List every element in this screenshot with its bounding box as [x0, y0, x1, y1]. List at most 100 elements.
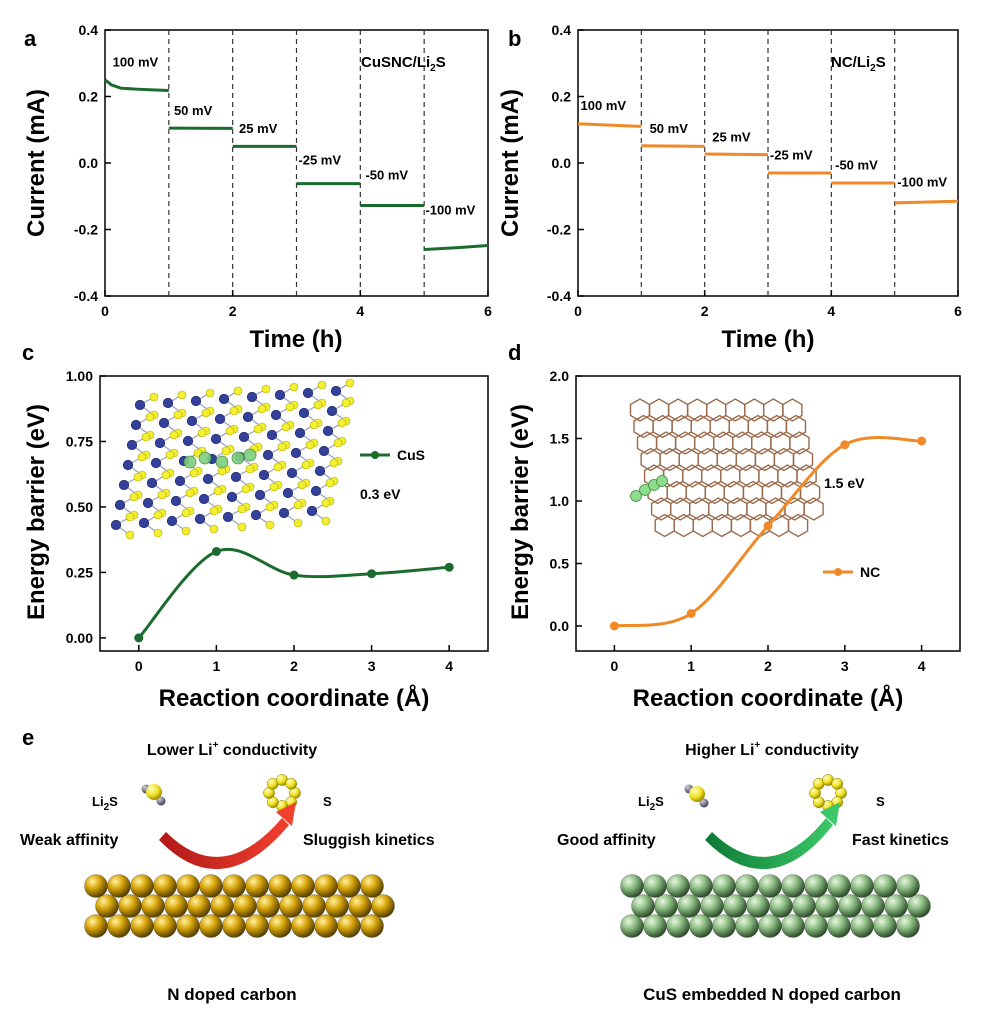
- y-axis-label-d: Energy barrier (eV): [507, 404, 534, 620]
- right-title: Higher Li+ conductivity: [685, 740, 859, 759]
- panel-label-c: c: [22, 340, 34, 365]
- nc-structure-inset: [629, 398, 824, 538]
- x-axis-label-b: Time (h): [722, 326, 815, 353]
- d-xtick-label: 0: [611, 658, 619, 674]
- d-ytick-label: 2.0: [550, 368, 570, 384]
- c-data-point: [211, 546, 221, 556]
- a-xtick-label: 4: [356, 303, 364, 319]
- schematic-right: Higher Li+ conductivity Li2S S Good affi…: [557, 740, 949, 1004]
- right-s-label: S: [876, 794, 885, 809]
- right-caption: CuS embedded N doped carbon: [643, 985, 901, 1004]
- c-xtick-label: 1: [213, 658, 221, 674]
- b-xtick-label: 4: [827, 303, 835, 319]
- b-segment-label: 100 mV: [581, 98, 627, 113]
- c-ytick-label: 1.00: [66, 368, 93, 384]
- d-ytick-label: 1.0: [550, 493, 570, 509]
- panel-label-b: b: [508, 26, 521, 51]
- left-affinity-text: Weak affinity: [20, 832, 119, 849]
- panel-label-a: a: [24, 26, 37, 51]
- chart-title-b: NC/Li2S: [831, 54, 886, 74]
- a-segment-label: -50 mV: [365, 168, 408, 183]
- c-xtick-label: 0: [135, 658, 143, 674]
- d-ytick-label: 1.5: [550, 431, 570, 447]
- d-ytick-label: 0.5: [550, 556, 570, 572]
- d-data-point: [686, 609, 696, 618]
- a-xtick-label: 2: [229, 303, 237, 319]
- legend-marker-nc: [834, 568, 842, 576]
- right-s8-ring-icon: [809, 774, 847, 812]
- x-axis-label-a: Time (h): [250, 326, 343, 353]
- chart-title-a: CuSNC/Li2S: [361, 54, 446, 74]
- a-xtick-label: 0: [101, 303, 109, 319]
- y-axis-label-c: Energy barrier (eV): [23, 404, 50, 620]
- legend-label-nc: NC: [860, 564, 880, 580]
- c-ytick-label: 0.00: [66, 630, 93, 646]
- a-segment-label: 100 mV: [113, 55, 159, 70]
- b-segment-label: -50 mV: [835, 158, 878, 173]
- x-axis-label-d: Reaction coordinate (Å): [633, 684, 904, 712]
- d-ytick-label: 0.0: [550, 618, 570, 634]
- right-green-arrow-icon: [705, 802, 840, 870]
- a-segment-label: -100 mV: [425, 203, 475, 218]
- legend-d: NC: [823, 564, 880, 580]
- chart-d: 0 1 2 3 4 0.0 0.5 1.0 1.5 2.0 NC 1.5 eV Reaction …: [507, 368, 961, 712]
- b-xtick-label: 2: [701, 303, 709, 319]
- c-ytick-label: 0.75: [66, 433, 93, 449]
- legend-marker-cus: [371, 451, 379, 459]
- chart-c: 0 1 2 3 4 0.00 0.25 0.50 0.75 1.00 CuS 0.3 eV Rea…: [23, 368, 489, 712]
- a-ytick-label: -0.4: [74, 288, 98, 304]
- schematic-left: Lower Li+ conductivity Li2S S Weak affin…: [20, 740, 435, 1004]
- annotation-d: 1.5 eV: [824, 475, 865, 491]
- b-segment-1: [641, 144, 705, 148]
- b-ytick-label: 0.0: [552, 155, 572, 171]
- right-affinity-text: Good affinity: [557, 832, 656, 849]
- c-xtick-label: 3: [368, 658, 376, 674]
- legend-label-cus: CuS: [397, 447, 425, 463]
- b-segment-label: 50 mV: [650, 121, 689, 136]
- left-kinetics-text: Sluggish kinetics: [303, 832, 435, 849]
- annotation-c: 0.3 eV: [360, 486, 401, 502]
- c-data-point: [444, 562, 454, 572]
- left-li2s-label: Li2S: [92, 794, 118, 813]
- legend-c: CuS: [360, 447, 425, 463]
- c-data-point: [289, 570, 299, 580]
- b-xtick-label: 6: [954, 303, 962, 319]
- right-li2s-molecule-icon: [684, 784, 709, 808]
- x-axis-label-c: Reaction coordinate (Å): [159, 684, 430, 712]
- d-xtick-label: 1: [687, 658, 695, 674]
- d-data-point: [763, 521, 773, 531]
- y-axis-label-a: Current (mA): [23, 89, 50, 237]
- b-ytick-label: 0.2: [552, 89, 572, 105]
- b-segment-label: -25 mV: [770, 148, 813, 163]
- c-ytick-label: 0.25: [66, 564, 93, 580]
- b-ytick-label: -0.2: [547, 222, 571, 238]
- d-data-point: [917, 436, 927, 446]
- c-data-point: [134, 633, 144, 643]
- a-segment-label: 50 mV: [174, 103, 213, 118]
- a-ytick-label: 0.0: [79, 155, 99, 171]
- c-data-point: [367, 569, 377, 579]
- a-ytick-label: 0.2: [79, 89, 99, 105]
- left-red-arrow-icon: [159, 802, 296, 870]
- c-xtick-label: 4: [445, 658, 453, 674]
- b-segment-label: -100 mV: [897, 174, 947, 189]
- b-xtick-label: 0: [574, 303, 582, 319]
- a-ytick-label: -0.2: [74, 222, 98, 238]
- right-kinetics-text: Fast kinetics: [852, 832, 949, 849]
- a-segment-label: 25 mV: [239, 121, 278, 136]
- d-xtick-label: 2: [764, 658, 772, 674]
- b-ytick-label: -0.4: [547, 288, 571, 304]
- chart-b: 0 2 4 6 -0.4 -0.2 0.0 0.2 0.4 100 mV 50 mV 25 mV -2…: [497, 22, 962, 353]
- c-ytick-label: 0.50: [66, 499, 93, 515]
- left-s-label: S: [323, 794, 332, 809]
- left-title: Lower Li+ conductivity: [147, 740, 317, 759]
- a-segment-label: -25 mV: [298, 153, 341, 168]
- right-sage-atom-slab: [620, 874, 931, 938]
- d-data-point: [840, 440, 850, 450]
- left-gold-atom-slab: [84, 874, 395, 938]
- b-segment-label: 25 mV: [712, 129, 751, 144]
- a-segment-0: [104, 78, 169, 93]
- d-xtick-label: 3: [841, 658, 849, 674]
- a-ytick-label: 0.4: [79, 22, 99, 38]
- b-segment-5: [894, 199, 959, 205]
